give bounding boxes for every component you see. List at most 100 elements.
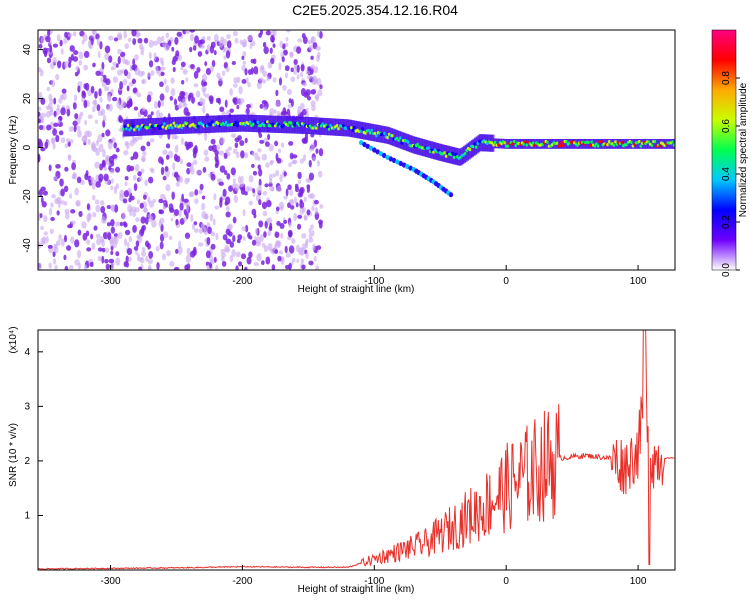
noise-dot: [303, 196, 307, 203]
noise-dot: [178, 176, 184, 184]
noise-dot: [172, 66, 176, 73]
signal-band-segment: [263, 115, 267, 133]
noise-dot: [122, 78, 128, 86]
noise-dot: [202, 105, 206, 114]
noise-dot: [237, 234, 243, 240]
signal-band-segment: [265, 115, 269, 133]
noise-dot: [60, 107, 66, 116]
colorbar-tick-label: 0.0: [721, 263, 732, 277]
noise-dot: [277, 255, 282, 262]
noise-dot: [134, 163, 140, 172]
colorbar-tick-label: 0.8: [721, 71, 732, 85]
snr-frame: [37, 329, 676, 571]
noise-dot: [99, 163, 104, 171]
noise-dot: [265, 30, 272, 36]
noise-dot: [241, 79, 247, 84]
noise-dot: [280, 142, 285, 148]
noise-dot: [285, 188, 289, 197]
noise-dot: [220, 248, 226, 255]
noise-dot: [256, 253, 262, 262]
noise-dot: [64, 166, 69, 172]
noise-dot: [132, 151, 139, 160]
noise-dot: [181, 193, 185, 202]
noise-dot: [57, 119, 61, 125]
snr-series-line: [38, 330, 675, 570]
noise-dot: [139, 43, 144, 50]
noise-dot: [204, 213, 209, 220]
noise-dot: [290, 198, 295, 206]
signal-band-segment: [197, 116, 201, 134]
noise-dot: [43, 231, 48, 236]
noise-dot: [239, 140, 245, 146]
noise-dot: [124, 176, 129, 181]
noise-dot: [253, 262, 259, 267]
noise-dot: [283, 219, 288, 224]
noise-dot: [188, 141, 194, 148]
signal-band-segment: [548, 138, 552, 149]
noise-dot: [150, 168, 155, 174]
noise-dot: [96, 37, 101, 46]
noise-dot: [296, 46, 302, 54]
noise-dot: [117, 48, 122, 55]
noise-dot: [122, 221, 127, 227]
noise-dot: [86, 203, 90, 211]
noise-dot: [110, 178, 114, 184]
noise-dot: [193, 70, 199, 79]
noise-dot: [98, 173, 104, 182]
noise-dot: [60, 238, 65, 247]
noise-dot: [288, 245, 295, 254]
noise-dot: [235, 265, 239, 270]
noise-dot: [144, 216, 149, 225]
noise-dot: [49, 44, 53, 53]
noise-dot: [179, 218, 185, 225]
secondary-track-point: [385, 154, 390, 160]
noise-dot: [83, 64, 89, 71]
x-tick-label: 100: [630, 576, 647, 587]
noise-dot: [102, 149, 106, 158]
noise-dot: [310, 224, 314, 230]
noise-dot: [285, 252, 291, 258]
secondary-track-point: [388, 156, 393, 162]
noise-dot: [38, 66, 42, 73]
noise-dot: [299, 201, 305, 209]
noise-dot: [304, 240, 309, 249]
noise-dot: [44, 141, 49, 149]
noise-dot: [162, 253, 167, 261]
noise-dot: [158, 198, 164, 204]
noise-dot: [102, 114, 107, 123]
noise-dot: [83, 50, 90, 59]
noise-dot: [259, 103, 264, 109]
noise-dot: [63, 37, 68, 44]
noise-dot: [265, 218, 271, 223]
noise-dot: [115, 166, 121, 173]
noise-dot: [201, 202, 206, 211]
noise-dot: [128, 98, 133, 106]
noise-dot: [81, 91, 87, 99]
noise-dot: [295, 244, 300, 253]
noise-dot: [256, 81, 262, 90]
noise-dot: [90, 177, 94, 186]
noise-dot: [97, 110, 104, 116]
noise-dot: [108, 35, 114, 41]
noise-dot: [232, 178, 236, 185]
noise-dot: [178, 209, 182, 217]
noise-dot: [249, 103, 253, 110]
noise-dot: [53, 110, 57, 117]
noise-dot: [263, 46, 269, 55]
noise-dot: [267, 133, 271, 141]
noise-dot: [133, 106, 139, 111]
noise-dot: [262, 41, 267, 48]
noise-dot: [237, 261, 243, 267]
noise-dot: [186, 203, 190, 212]
noise-dot: [123, 261, 128, 268]
noise-dot: [58, 234, 62, 242]
noise-dot: [86, 213, 92, 221]
noise-dot: [130, 156, 135, 161]
noise-dot: [63, 254, 67, 261]
noise-dot: [239, 181, 245, 188]
noise-dot: [77, 229, 82, 236]
noise-dot: [139, 256, 145, 264]
noise-dot: [113, 235, 117, 244]
noise-dot: [278, 250, 284, 255]
noise-dot: [172, 55, 178, 62]
